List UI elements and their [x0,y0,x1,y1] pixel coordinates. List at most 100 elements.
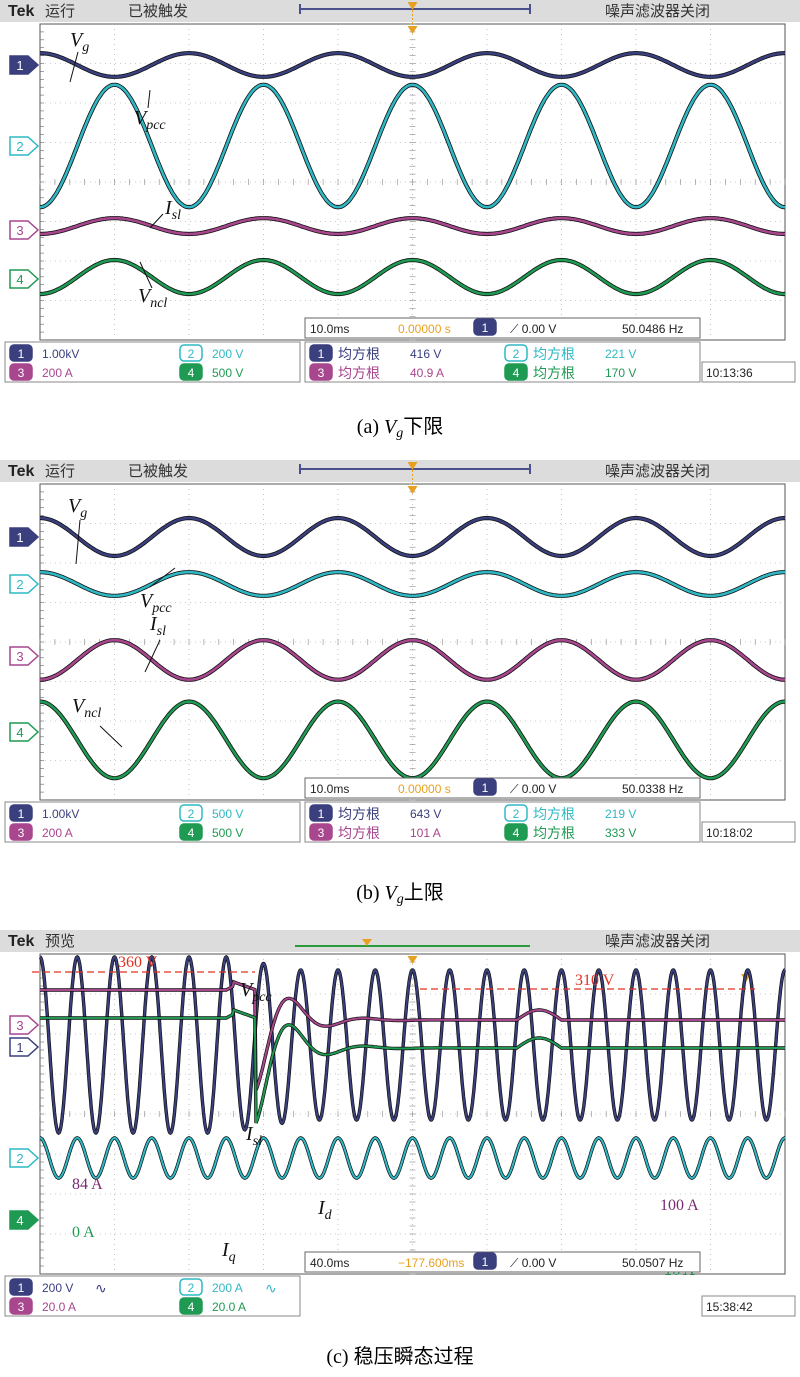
acquisition-mode: 运行 [45,3,75,20]
channel-badge-1 [9,344,33,362]
caption-text: 下限 [403,416,444,438]
clock-box [701,1295,796,1317]
trace-Vpcc [39,83,786,209]
channel-badge-label: 2 [513,807,520,821]
trigger-level: ⟋ 0.00 V [510,1256,556,1270]
channel-marker-4 [9,1210,40,1230]
channel-badge-4 [504,363,528,381]
channel-marker-label: 3 [16,1018,23,1033]
caption-prefix: (a) [356,416,384,438]
label-leader-line [147,89,151,109]
trace-label-Iq: Iq [221,1239,236,1265]
trace-label-Isl: Isl [245,1123,262,1149]
trace-Vg [39,516,786,558]
annotation-84A: 84 A [72,1176,103,1193]
trace-Vncl [40,258,785,296]
channel-marker-label: 4 [16,1213,23,1228]
timebase-bar [304,317,701,339]
channel-badge-label: 4 [513,826,520,840]
channel-badge-1 [473,1252,497,1270]
measurement-value: 333 V [605,826,636,840]
measurement-label: 均方根 [533,365,575,381]
scale-value: 200 V [42,1281,73,1295]
trace-Isl [39,1137,786,1179]
channel-badge-label: 2 [513,347,520,361]
caption-c: (c) 稳压瞬态过程 [0,1340,800,1369]
channel-badge-label: 1 [318,807,325,821]
measurement-value: 170 V [605,366,636,380]
scale-value: 500 V [212,826,243,840]
measurement-value: 219 V [605,807,636,821]
header-bar [0,0,800,22]
caption-a: (a) Vg下限 [0,410,800,442]
delay-value: −177.600ms [398,1256,464,1270]
channel-badge-label: 1 [482,781,489,795]
channel-marker-1 [9,55,40,75]
trace-Vpcc [39,955,786,1135]
annotation-100A: 100 A [660,1197,699,1214]
measurement-value: 221 V [605,347,636,361]
caption-subscript: g [396,892,404,907]
trigger-status: 已被触发 [128,3,188,20]
header-bar [0,930,800,952]
trigger-position-icon [407,2,418,10]
channel-badge-label: 4 [513,366,520,380]
caption-prefix: (b) [356,882,385,904]
channel-badge-3 [9,823,33,841]
scale-panel [4,341,301,383]
ac-coupling-icon: ∿ [265,1280,277,1296]
label-leader-line [99,725,123,748]
frequency-value: 50.0338 Hz [622,782,683,796]
channel-badge-label: 1 [318,347,325,361]
channel-badge-2 [504,804,528,822]
channel-badge-3 [309,363,333,381]
trace-Isl [39,216,786,236]
trace-Id [40,980,785,1091]
caption-subscript: g [396,426,404,441]
channel-marker-label: 1 [16,530,23,545]
caption-symbol: V [384,882,397,904]
label-leader-line [69,51,79,83]
channel-badge-label: 2 [188,1281,195,1295]
scale-value: 20.0 A [212,1300,246,1314]
channel-badge-1 [9,1278,33,1296]
channel-badge-label: 1 [482,321,489,335]
channel-badge-label: 2 [188,807,195,821]
channel-badge-3 [9,1297,33,1315]
channel-badge-4 [504,823,528,841]
channel-badge-2 [504,344,528,362]
clock-time: 10:18:02 [706,826,753,840]
trace-label-Isl: Isl [149,613,166,639]
frequency-value: 50.0486 Hz [622,322,683,336]
channel-marker-1 [9,527,40,547]
channel-marker-label: 3 [16,649,23,664]
channel-marker-label: 2 [16,1151,23,1166]
trace-Isl [39,638,786,682]
trace-Vg [39,51,786,79]
channel-badge-label: 3 [18,366,25,380]
channel-badge-1 [473,318,497,336]
channel-marker-label: 3 [16,223,23,238]
channel-badge-label: 3 [18,1300,25,1314]
channel-marker-4 [9,722,40,742]
delay-value: 0.00000 s [398,782,451,796]
trace-label-Vncl: Vncl [138,285,167,311]
channel-badge-label: 1 [482,1255,489,1269]
timebase-bar [304,1251,701,1273]
caption-symbol: V [383,416,397,438]
label-leader-line [144,639,161,673]
caption-text: 上限 [403,882,444,904]
timebase-value: 40.0ms [310,1256,349,1270]
channel-marker-label: 1 [16,1040,23,1055]
brand-logo: Tek [8,933,34,950]
trigger-position-icon [407,462,418,470]
trace-label-Id: Id [317,1197,333,1223]
scale-value: 200 A [42,826,73,840]
channel-marker-2 [9,136,40,156]
label-leader-line [149,213,164,229]
scale-panel [4,801,301,843]
trigger-marker-icon [407,26,418,34]
channel-marker-label: 4 [16,725,23,740]
clock-box [701,361,796,383]
measurement-label: 均方根 [533,806,575,822]
